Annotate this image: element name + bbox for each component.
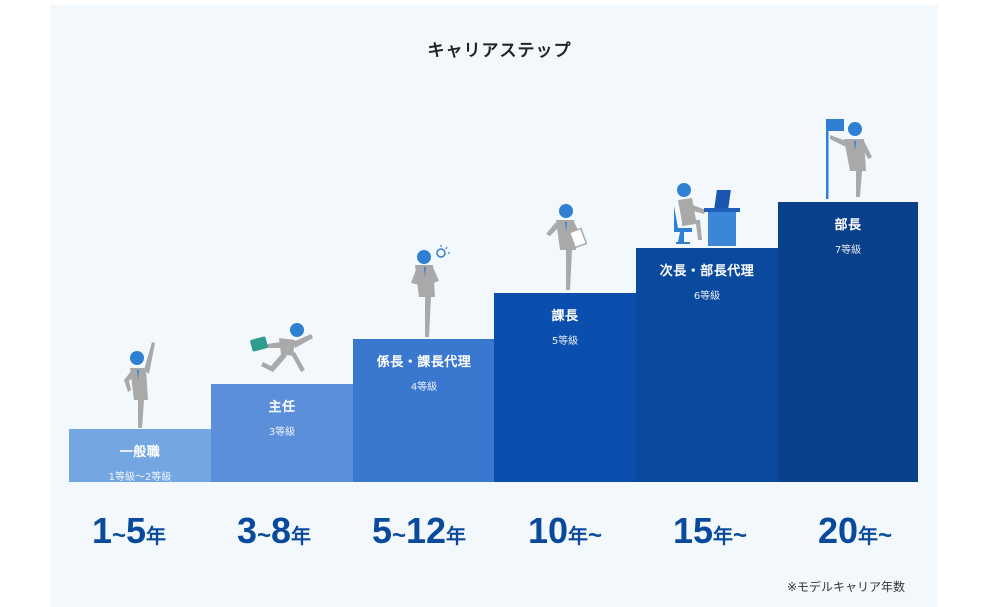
year-unit: 年 — [446, 526, 467, 548]
year-end: 5 — [126, 510, 147, 551]
year-start: 5 — [371, 510, 392, 551]
step-grade: 7等級 — [834, 245, 862, 256]
year-tail: ~ — [733, 522, 748, 549]
step-name: 次長・部長代理 — [659, 264, 755, 279]
year-start: 1 — [91, 510, 112, 551]
year-range-2: 3~8年 — [203, 510, 345, 552]
year-start: 20 — [817, 510, 859, 551]
year-unit: 年 — [146, 526, 167, 548]
year-range-5: 15年~ — [639, 510, 781, 552]
year-sep: ~ — [391, 522, 406, 549]
year-end: 12 — [406, 510, 447, 551]
person-running-briefcase-icon — [250, 323, 313, 372]
step-block-2: 主任 3等級 — [211, 384, 353, 482]
step-grade: 6等級 — [693, 291, 721, 302]
footnote: ※モデルキャリア年数 — [786, 580, 905, 594]
year-start: 3 — [236, 510, 257, 551]
step-block-4: 課長 5等級 — [494, 293, 636, 482]
year-end: 8 — [271, 510, 292, 551]
year-unit: 年 — [713, 526, 734, 548]
step-name: 主任 — [268, 400, 296, 415]
step-name: 一般職 — [119, 445, 161, 460]
person-thinking-idea-icon — [411, 245, 450, 337]
step-block-1: 一般職 1等級〜2等級 — [69, 429, 211, 483]
year-range-3: 5~12年 — [348, 510, 490, 552]
year-unit: 年 — [291, 526, 312, 548]
year-range-4: 10年~ — [494, 510, 636, 552]
step-grade: 1等級〜2等級 — [108, 472, 172, 483]
year-start: 15 — [672, 510, 714, 551]
person-cheering-icon — [124, 342, 155, 428]
step-block-6: 部長 7等級 — [778, 202, 918, 482]
step-block-5: 次長・部長代理 6等級 — [636, 248, 778, 482]
step-grade: 5等級 — [551, 336, 579, 347]
step-grade: 3等級 — [268, 427, 296, 438]
year-unit: 年 — [858, 526, 879, 548]
year-tail: ~ — [878, 522, 893, 549]
year-sep: ~ — [111, 522, 126, 549]
page-title: キャリアステップ — [427, 41, 572, 61]
year-start: 10 — [527, 510, 569, 551]
year-sep: ~ — [256, 522, 271, 549]
year-range-6: 20年~ — [784, 510, 926, 552]
step-block-3: 係長・課長代理 4等級 — [353, 339, 495, 482]
person-with-flag-icon — [826, 119, 872, 199]
step-name: 係長・課長代理 — [376, 355, 472, 370]
person-with-document-icon — [546, 204, 588, 290]
person-at-desk-icon — [674, 183, 740, 246]
step-grade: 4等級 — [410, 382, 438, 393]
step-name: 部長 — [834, 218, 862, 233]
step-name: 課長 — [551, 309, 579, 324]
year-range-1: 1~5年 — [58, 510, 200, 552]
year-tail: ~ — [588, 522, 603, 549]
year-unit: 年 — [568, 526, 589, 548]
